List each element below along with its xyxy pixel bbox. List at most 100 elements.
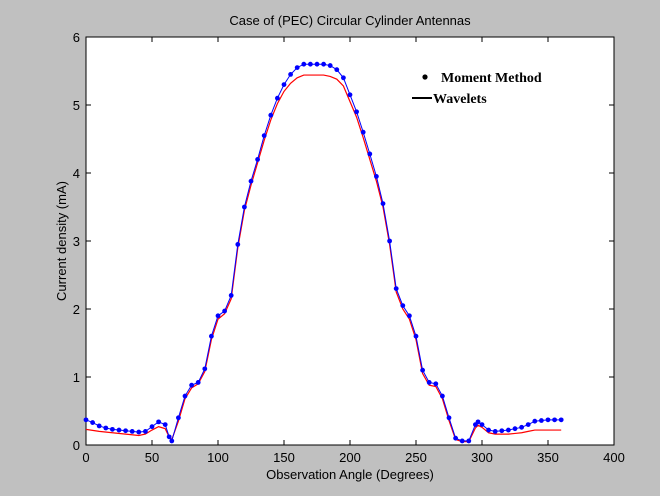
data-point-moment-method — [242, 204, 247, 210]
x-tick-label: 250 — [405, 450, 427, 465]
x-tick-label: 50 — [145, 450, 159, 465]
data-point-moment-method — [334, 67, 340, 73]
data-point-moment-method — [162, 422, 168, 427]
data-point-moment-method — [301, 61, 307, 67]
x-axis-title: Observation Angle (Degrees) — [266, 467, 434, 482]
data-point-moment-method — [479, 422, 485, 427]
data-point-moment-method — [110, 426, 115, 432]
y-tick-label: 4 — [73, 166, 80, 181]
data-point-moment-method — [347, 92, 353, 98]
data-point-moment-method — [169, 438, 175, 444]
x-tick-label: 100 — [207, 450, 229, 465]
data-point-moment-method — [433, 381, 439, 387]
data-point-moment-method — [268, 112, 274, 118]
data-point-moment-method — [499, 428, 505, 434]
data-point-moment-method — [136, 429, 142, 435]
y-tick-label: 0 — [73, 438, 80, 453]
data-point-moment-method — [321, 61, 326, 67]
data-point-moment-method — [222, 308, 228, 314]
data-point-moment-method — [512, 426, 518, 432]
data-point-moment-method — [166, 434, 172, 440]
data-point-moment-method — [341, 75, 346, 81]
data-point-moment-method — [413, 333, 419, 339]
data-point-moment-method — [327, 63, 333, 68]
data-point-moment-method — [354, 109, 359, 115]
x-tick-label: 0 — [82, 450, 89, 465]
data-point-moment-method — [367, 151, 373, 157]
y-axis-title: Current density (mA) — [54, 181, 69, 301]
data-point-moment-method — [195, 380, 201, 385]
legend-label-wavelets: Wavelets — [433, 92, 487, 107]
data-point-moment-method — [143, 429, 148, 434]
data-point-moment-method — [176, 415, 181, 421]
x-tick-label: 150 — [273, 450, 295, 465]
data-point-moment-method — [103, 425, 109, 431]
data-point-moment-method — [532, 418, 538, 424]
data-point-moment-method — [255, 157, 260, 162]
data-point-moment-method — [360, 129, 366, 135]
data-point-moment-method — [314, 61, 320, 67]
legend: Moment Method Wavelets — [412, 71, 542, 107]
data-point-moment-method — [453, 435, 458, 441]
y-tick-label: 2 — [73, 302, 80, 317]
data-point-moment-method — [492, 429, 498, 434]
data-point-moment-method — [248, 178, 254, 184]
data-point-moment-method — [123, 428, 128, 434]
data-point-moment-method — [525, 422, 531, 427]
data-point-moment-method — [400, 303, 406, 308]
data-point-moment-method — [228, 293, 234, 298]
data-point-moment-method — [459, 438, 465, 444]
data-point-moment-method — [90, 420, 95, 425]
data-point-moment-method — [149, 424, 155, 430]
chart-title: Case of (PEC) Circular Cylinder Antennas — [229, 13, 471, 28]
data-point-moment-method — [374, 174, 379, 179]
data-point-moment-method — [235, 242, 241, 247]
data-point-moment-method — [96, 423, 102, 429]
legend-label-moment-method: Moment Method — [441, 71, 542, 86]
data-point-moment-method — [446, 415, 452, 421]
data-point-moment-method — [189, 382, 195, 388]
data-point-moment-method — [380, 201, 386, 207]
ticks-layer: 0 50 100 150 200 250 300 350 400 0 1 2 3 4 5 6 — [73, 30, 625, 465]
data-point-moment-method — [215, 313, 221, 319]
data-point-moment-method — [393, 286, 399, 291]
y-tick-label: 3 — [73, 234, 80, 249]
series-layer — [83, 61, 564, 444]
data-point-moment-method — [506, 427, 511, 433]
data-point-moment-method — [182, 393, 188, 399]
data-point-moment-method — [129, 429, 135, 434]
data-point-moment-method — [475, 419, 481, 425]
data-point-moment-method — [545, 417, 551, 423]
y-tick-label: 1 — [73, 370, 80, 385]
data-point-moment-method — [466, 438, 472, 444]
x-tick-label: 350 — [537, 450, 559, 465]
data-point-moment-method — [440, 393, 445, 399]
data-point-moment-method — [294, 65, 300, 70]
data-point-moment-method — [275, 95, 280, 101]
plot-area — [85, 36, 615, 446]
data-point-moment-method — [420, 367, 425, 373]
data-point-moment-method — [281, 82, 287, 87]
data-point-moment-method — [387, 238, 392, 244]
data-point-moment-method — [209, 333, 214, 339]
data-point-moment-method — [552, 417, 557, 423]
data-point-moment-method — [156, 419, 162, 425]
data-point-moment-method — [486, 427, 491, 433]
x-tick-label: 200 — [339, 450, 361, 465]
data-point-moment-method — [288, 72, 293, 77]
data-point-moment-method — [202, 366, 208, 372]
data-point-moment-method — [407, 313, 412, 319]
data-point-moment-method — [308, 61, 313, 67]
data-point-moment-method — [519, 424, 524, 430]
legend-marker-moment-method — [422, 74, 428, 80]
series-line-wavelets — [85, 74, 562, 443]
x-tick-label: 300 — [471, 450, 493, 465]
data-point-moment-method — [261, 133, 267, 139]
data-point-moment-method — [558, 417, 564, 423]
y-tick-label: 6 — [73, 30, 80, 45]
data-point-moment-method — [539, 418, 544, 423]
data-point-moment-method — [116, 427, 122, 433]
data-point-moment-method — [426, 380, 432, 385]
y-tick-label: 5 — [73, 98, 80, 113]
